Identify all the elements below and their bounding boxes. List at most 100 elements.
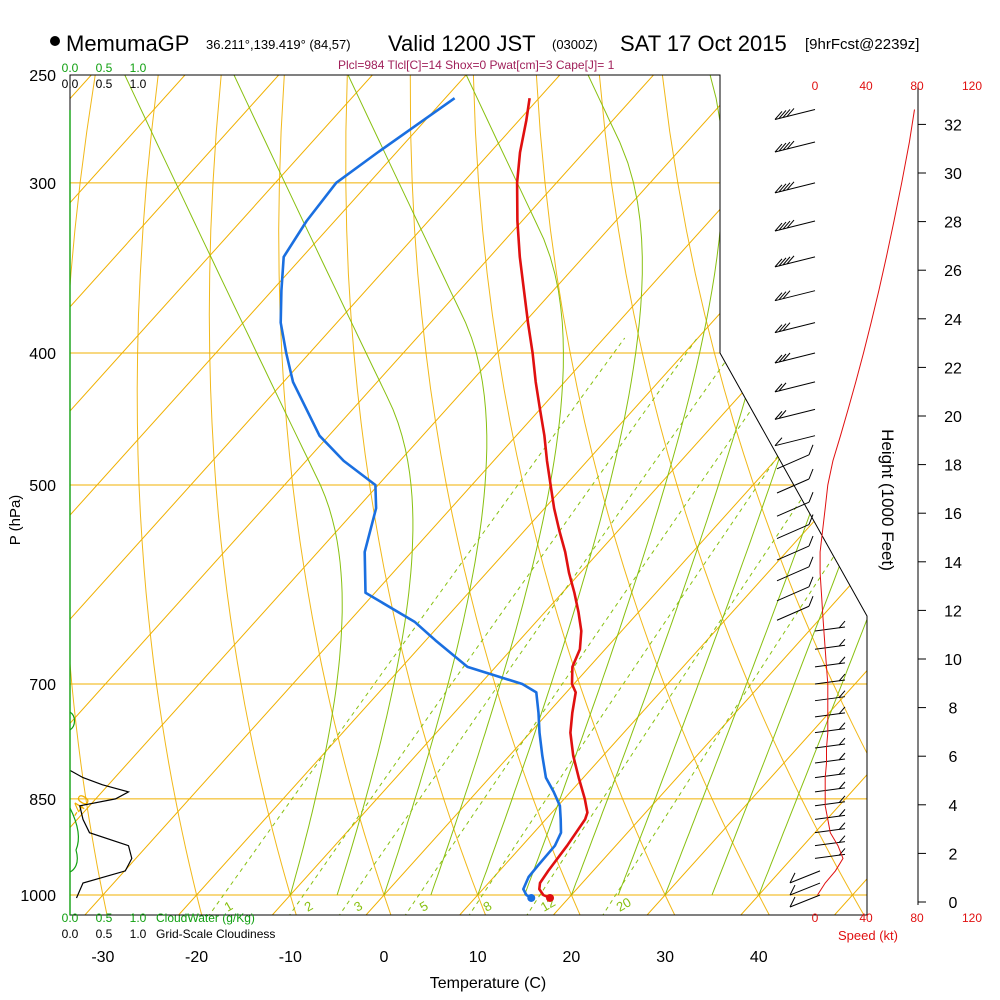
moist-adiabat-line bbox=[758, 75, 867, 896]
wind-barb bbox=[789, 870, 821, 884]
temperature-tick-label: 0 bbox=[380, 949, 389, 966]
height-tick-label: 14 bbox=[944, 555, 962, 572]
isotherm-line bbox=[70, 75, 117, 915]
moist-adiabat-line bbox=[222, 75, 414, 896]
valid-time: Valid 1200 JST bbox=[388, 31, 536, 56]
height-tick-label: 8 bbox=[949, 701, 958, 718]
wind-barb bbox=[814, 722, 846, 734]
cloudiness-tick-bottom: 1.0 bbox=[130, 927, 147, 941]
height-tick-label: 28 bbox=[944, 215, 962, 232]
isotherm-line bbox=[357, 75, 867, 915]
wind-barb bbox=[774, 322, 816, 334]
moist-adiabat-line bbox=[477, 75, 643, 896]
x-axis-title: Temperature (C) bbox=[430, 975, 546, 992]
speed-tick-label-top: 120 bbox=[962, 79, 982, 93]
height-tick-label: 26 bbox=[944, 263, 962, 280]
wind-barb bbox=[776, 492, 814, 517]
temperature-tick-label: 40 bbox=[750, 949, 768, 966]
speed-tick-label-bottom: 80 bbox=[910, 911, 924, 925]
temperature-tick-label: -20 bbox=[185, 949, 208, 966]
height-tick-label: 30 bbox=[944, 166, 962, 183]
wind-barb bbox=[776, 514, 814, 539]
dry-adiabat-line bbox=[915, 75, 1000, 924]
cloud-water-bump bbox=[69, 807, 80, 873]
dry-adiabat-line bbox=[409, 75, 585, 915]
cloud-profiles bbox=[69, 110, 133, 915]
height-tick-label: 12 bbox=[944, 603, 962, 620]
isotherm-line bbox=[170, 75, 867, 915]
mixing-ratio-label: 3 bbox=[351, 898, 365, 915]
cloud-water-tick-bottom: 0.0 bbox=[62, 911, 79, 925]
wind-barb bbox=[814, 620, 846, 632]
pressure-tick-label: 500 bbox=[29, 478, 56, 495]
wind-barb bbox=[774, 381, 816, 393]
cloudiness-tick-bottom: 0.5 bbox=[96, 927, 113, 941]
stability-params: Plcl=984 Tlcl[C]=14 Shox=0 Pwat[cm]=3 Ca… bbox=[338, 58, 615, 72]
pressure-tick-label: 850 bbox=[29, 792, 56, 809]
isotherm-line bbox=[638, 75, 867, 915]
dewpoint-line bbox=[279, 97, 563, 900]
wind-speed-line bbox=[817, 109, 915, 896]
dry-adiabat-line bbox=[978, 75, 1000, 924]
wind-barb bbox=[774, 352, 816, 364]
wind-barb bbox=[776, 576, 814, 602]
pressure-tick-label: 250 bbox=[29, 68, 56, 85]
moist-adiabat-line bbox=[664, 75, 867, 896]
wind-barb bbox=[774, 140, 816, 153]
wind-barb bbox=[814, 767, 846, 779]
wind-barb bbox=[814, 638, 846, 650]
mixing-ratio-line bbox=[332, 337, 743, 915]
mixing-ratio-label: 2 bbox=[302, 898, 316, 915]
mixing-ratio-line bbox=[283, 337, 698, 915]
height-tick-label: 6 bbox=[949, 749, 958, 766]
wind-barb bbox=[814, 795, 846, 807]
wind-barb bbox=[776, 468, 814, 494]
mixing-ratio-label: 20 bbox=[614, 894, 634, 914]
mixing-ratio-line bbox=[202, 337, 626, 915]
mixing-ratio-line bbox=[520, 337, 867, 915]
cloud-water-bump bbox=[69, 711, 76, 731]
mixing-ratio-label: 8 bbox=[480, 898, 494, 915]
cloudiness-tick-top: 0.5 bbox=[96, 77, 113, 91]
cloud-water-tick-bottom: 1.0 bbox=[130, 911, 147, 925]
height-tick-label: 20 bbox=[944, 409, 962, 426]
speed-tick-label-bottom: 0 bbox=[812, 911, 819, 925]
dry-adiabat-line bbox=[851, 75, 867, 915]
dry-adiabat-line bbox=[535, 75, 775, 915]
dry-adiabat-line bbox=[70, 75, 110, 915]
temperature-line-surface-point bbox=[546, 893, 555, 902]
pressure-tick-label: 700 bbox=[29, 677, 56, 694]
cloudiness-tick-top: 0.0 bbox=[62, 77, 79, 91]
isobar-grid bbox=[70, 74, 867, 896]
wind-barb bbox=[776, 556, 814, 582]
isotherm-line bbox=[826, 75, 867, 915]
dry-adiabat-line bbox=[598, 75, 867, 915]
isotherm-line bbox=[70, 75, 305, 915]
speed-tick-label-top: 40 bbox=[859, 79, 873, 93]
dry-adiabat-line bbox=[136, 75, 205, 915]
mixing-ratio-label: 5 bbox=[417, 898, 431, 915]
isotherm-line bbox=[70, 75, 492, 915]
height-tick-label: 24 bbox=[944, 312, 962, 329]
forecast-info: [9hrFcst@2239z] bbox=[805, 36, 920, 53]
pressure-tick-label: 300 bbox=[29, 176, 56, 193]
height-tick-label: 18 bbox=[944, 458, 962, 475]
wind-barb bbox=[776, 596, 814, 621]
wind-barb bbox=[789, 894, 821, 908]
temperature-line bbox=[515, 98, 589, 900]
temperature-tick-label: -30 bbox=[91, 949, 114, 966]
dry-adiabat-line bbox=[345, 75, 490, 915]
speed-tick-label-top: 0 bbox=[812, 79, 819, 93]
wind-barb bbox=[814, 781, 846, 793]
wind-barb bbox=[776, 535, 814, 561]
cloud-water-axis-title: CloudWater (g/Kg) bbox=[156, 911, 255, 925]
height-tick-label: 4 bbox=[949, 798, 958, 815]
station-bullet-icon bbox=[50, 36, 60, 46]
dry-adiabat-line bbox=[208, 75, 300, 915]
dry-adiabat-line bbox=[725, 75, 867, 915]
plot-frame bbox=[69, 74, 868, 916]
mixing-ratio-grid bbox=[112, 75, 867, 915]
cloudiness-line bbox=[69, 769, 133, 899]
wind-barb bbox=[774, 108, 816, 120]
